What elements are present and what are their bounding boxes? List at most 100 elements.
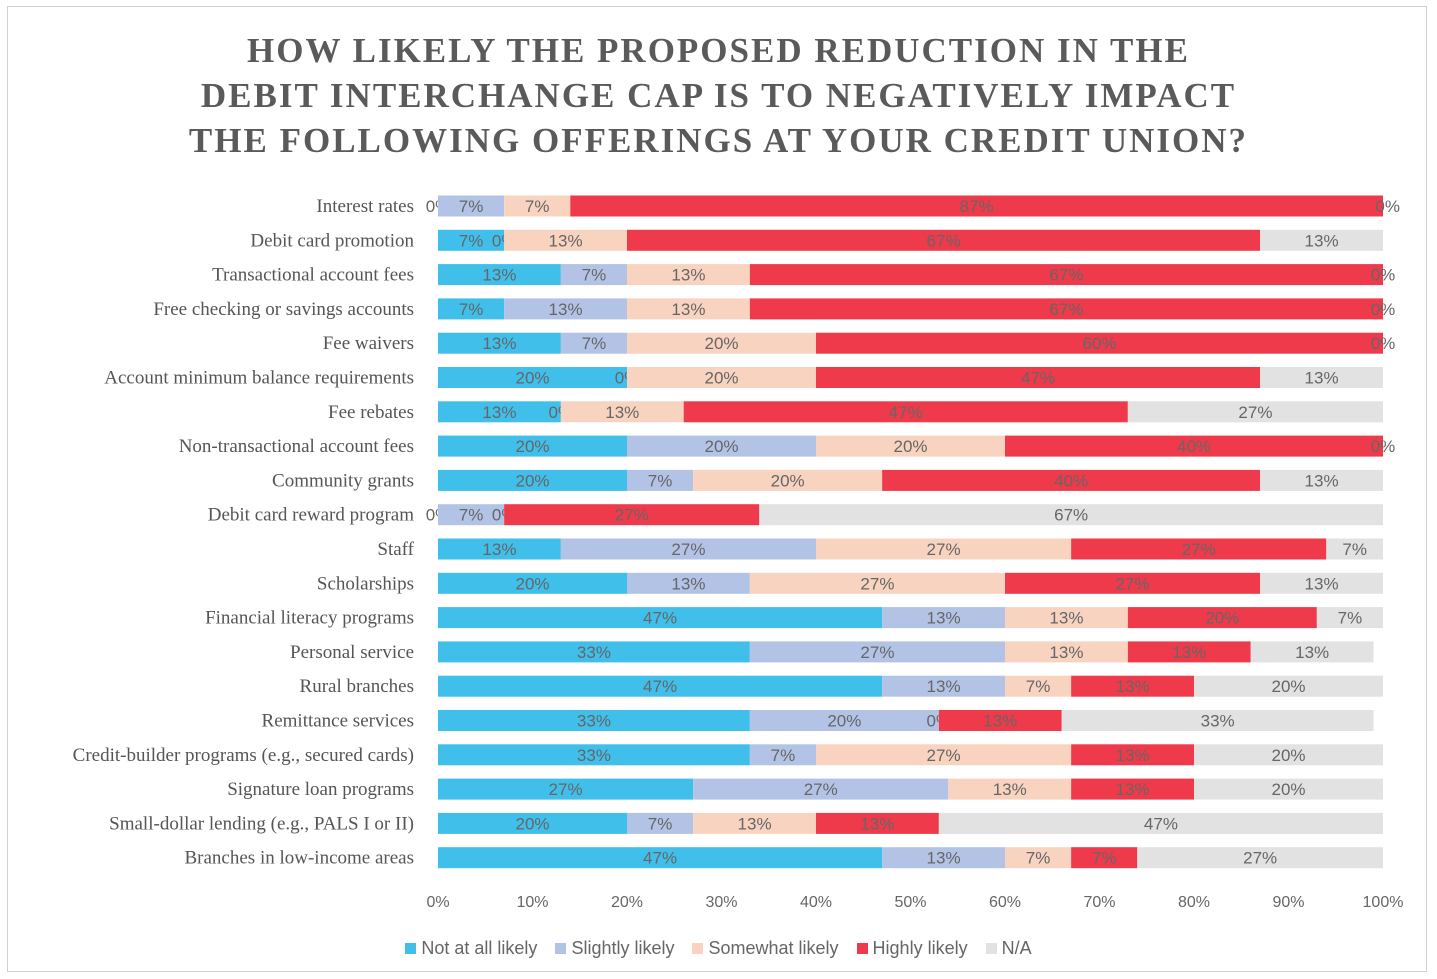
category-label: Account minimum balance requirements <box>104 368 414 389</box>
data-label: 13% <box>1116 677 1150 696</box>
data-label: 7% <box>459 231 484 250</box>
bar-segment <box>1005 435 1383 457</box>
data-label: 13% <box>927 677 961 696</box>
bar-segment <box>1005 675 1072 697</box>
x-tick-label: 20% <box>611 894 643 911</box>
data-label: 13% <box>927 849 961 868</box>
x-tick-label: 10% <box>516 894 548 911</box>
bar-segment <box>438 641 750 663</box>
category-label: Financial literacy programs <box>205 608 414 629</box>
data-label: 13% <box>671 300 705 319</box>
data-label: 20% <box>1271 746 1305 765</box>
data-label: 20% <box>515 369 549 388</box>
bar-segment <box>948 778 1072 800</box>
data-label: 27% <box>927 540 961 559</box>
data-label: 47% <box>889 403 923 422</box>
chart-title-line-3: THE FOLLOWING OFFERINGS AT YOUR CREDIT U… <box>188 121 1249 160</box>
bar-segment <box>1137 847 1383 869</box>
bar-segment <box>627 229 1261 251</box>
bar-segment <box>438 435 627 457</box>
data-label: 20% <box>704 334 738 353</box>
data-label: 13% <box>1305 471 1339 490</box>
stacked-bar-chart: Interest rates Debit card promotion Transa… <box>73 195 1404 911</box>
x-tick-label: 40% <box>800 894 832 911</box>
data-label: 20% <box>515 437 549 456</box>
bar-segment <box>560 401 684 423</box>
data-label: 67% <box>927 231 961 250</box>
data-label: 0% <box>1371 266 1396 285</box>
data-label: 13% <box>605 403 639 422</box>
bar-segment <box>1316 607 1383 629</box>
chart-title-line-2: DEBIT INTERCHANGE CAP IS TO NEGATIVELY I… <box>200 76 1237 115</box>
data-label: 27% <box>804 780 838 799</box>
data-label: 0% <box>1371 437 1396 456</box>
data-label: 13% <box>1049 609 1083 628</box>
data-label: 67% <box>1049 266 1083 285</box>
bar-segment <box>438 847 883 869</box>
data-label: 20% <box>771 471 805 490</box>
bar-segment <box>882 469 1261 491</box>
bar-segment <box>627 435 816 457</box>
bar-segment <box>438 298 505 320</box>
legend-label: Slightly likely <box>571 938 675 958</box>
category-label: Fee rebates <box>328 402 414 423</box>
bar-segment <box>627 469 694 491</box>
bar-segment <box>1326 538 1383 560</box>
data-label: 7% <box>648 471 673 490</box>
category-label: Debit card reward program <box>208 505 414 526</box>
category-label: Rural branches <box>300 676 414 697</box>
bar-segment <box>693 778 949 800</box>
x-tick-label: 100% <box>1363 894 1404 911</box>
bar-segment <box>749 641 1005 663</box>
data-label: 13% <box>983 712 1017 731</box>
bar-segment <box>749 264 1383 286</box>
data-label: 20% <box>893 437 927 456</box>
bar-segment <box>627 572 750 594</box>
data-label: 13% <box>482 403 516 422</box>
bar-segment <box>438 264 561 286</box>
data-label: 27% <box>549 780 583 799</box>
bar-segment <box>438 332 561 354</box>
data-label: 0% <box>1375 197 1400 216</box>
legend-swatch <box>555 943 567 954</box>
bar-segment <box>504 298 627 320</box>
bar-segment <box>759 504 1383 526</box>
bar-segment <box>438 229 505 251</box>
data-label: 20% <box>1271 677 1305 696</box>
bar-segment <box>1250 641 1374 663</box>
category-label: Free checking or savings accounts <box>153 299 414 320</box>
category-label: Signature loan programs <box>227 779 414 800</box>
data-label: 13% <box>1116 780 1150 799</box>
bar-segment <box>1005 607 1128 629</box>
data-label: 13% <box>671 574 705 593</box>
category-label: Remittance services <box>262 711 414 732</box>
bar-segment <box>749 710 939 731</box>
data-label: 13% <box>738 814 772 833</box>
bar-segment <box>816 812 939 834</box>
data-label: 27% <box>860 643 894 662</box>
data-label: 7% <box>459 506 484 525</box>
bar-segment <box>816 538 1072 560</box>
bar-segment <box>438 778 694 800</box>
bar-segment <box>1071 538 1327 560</box>
bar-segment <box>693 812 816 834</box>
bar-segment <box>560 332 627 354</box>
data-label: 27% <box>671 540 705 559</box>
data-label: 27% <box>1182 540 1216 559</box>
bar-segment <box>882 675 1005 697</box>
data-label: 47% <box>643 677 677 696</box>
bar-segment <box>1005 847 1072 869</box>
data-label: 20% <box>515 814 549 833</box>
data-label: 13% <box>482 540 516 559</box>
bar-segment <box>438 469 627 491</box>
bar-segment <box>1260 367 1383 388</box>
data-label: 13% <box>860 814 894 833</box>
bar-segment <box>438 401 561 423</box>
data-label: 40% <box>1177 437 1211 456</box>
data-label: 20% <box>827 712 861 731</box>
data-label: 47% <box>1144 814 1178 833</box>
data-label: 33% <box>1201 712 1235 731</box>
bar-segment <box>816 332 1383 354</box>
legend-label: Highly likely <box>872 938 968 958</box>
data-label: 33% <box>577 643 611 662</box>
